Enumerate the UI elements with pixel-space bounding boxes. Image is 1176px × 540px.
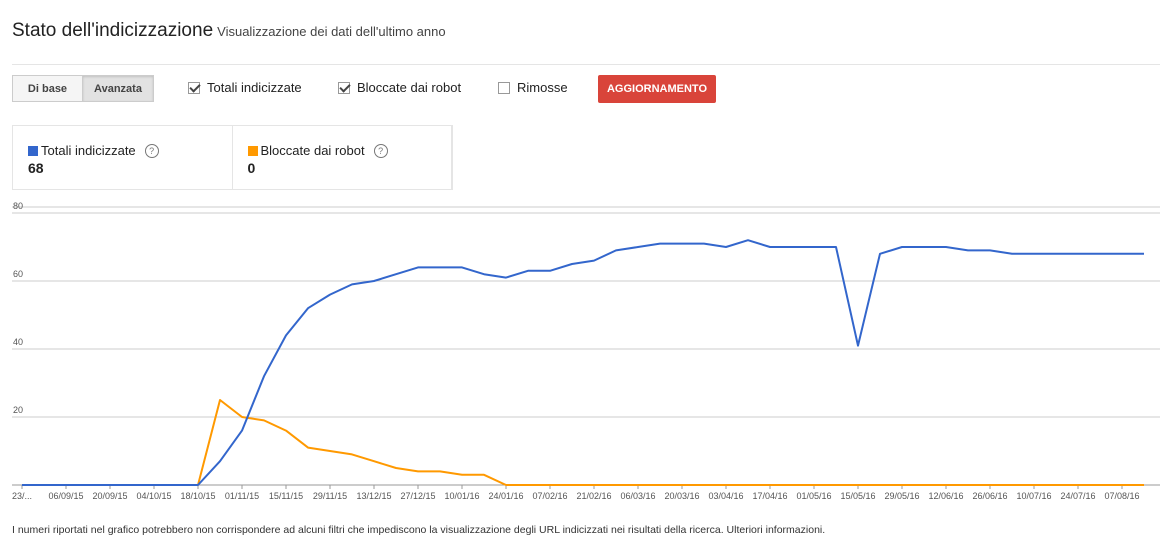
summary-cell: Bloccate dai robot? 0 — [233, 126, 452, 189]
series-line — [22, 399, 1144, 486]
summary-label-row: Bloccate dai robot? — [247, 143, 452, 158]
page-title: Stato dell'indicizzazione Visualizzazione… — [12, 20, 446, 42]
summary-value: 68 — [28, 160, 44, 176]
x-tick-label: 03/04/16 — [708, 491, 743, 501]
x-tick-label: 29/05/16 — [884, 491, 919, 501]
divider — [12, 64, 1160, 65]
subtitle: Visualizzazione dei dati dell'ultimo ann… — [217, 24, 446, 39]
x-tick-label: 07/08/16 — [1104, 491, 1139, 501]
x-tick-label: 07/02/16 — [532, 491, 567, 501]
x-tick-label: 24/01/16 — [488, 491, 523, 501]
x-tick-label: 10/01/16 — [444, 491, 479, 501]
x-tick-label: 27/12/15 — [400, 491, 435, 501]
checkbox-box — [498, 81, 510, 94]
checkbox-box — [338, 81, 350, 94]
checkbox-label: Totali indicizzate — [207, 80, 302, 95]
x-tick-label: 21/02/16 — [576, 491, 611, 501]
mode-button[interactable]: Di base — [12, 75, 83, 102]
y-tick-label: 60 — [13, 269, 23, 279]
summary-label: Totali indicizzate — [41, 143, 136, 158]
help-icon[interactable]: ? — [373, 143, 388, 158]
series-line — [22, 239, 1144, 486]
x-tick-label: 24/07/16 — [1060, 491, 1095, 501]
x-tick-label: 20/03/16 — [664, 491, 699, 501]
y-tick-label: 20 — [13, 405, 23, 415]
x-tick-label: 26/06/16 — [972, 491, 1007, 501]
summary-value: 0 — [247, 160, 256, 176]
checkbox[interactable]: Bloccate dai robot — [338, 80, 461, 95]
x-tick-label: 06/03/16 — [620, 491, 655, 501]
x-tick-label: 23/... — [12, 491, 32, 501]
x-tick-label: 01/11/15 — [225, 491, 259, 501]
x-tick-label: 06/09/15 — [48, 491, 83, 501]
chart: 20 40 60 80 23/... 06/09/15 20/09/15 04/10/15 18… — [12, 201, 1160, 501]
legend-swatch — [28, 145, 38, 156]
summary-label-row: Totali indicizzate? — [28, 143, 232, 158]
title: Stato dell'indicizzazione — [12, 20, 214, 41]
x-tick-label: 10/07/16 — [1016, 491, 1051, 501]
checkbox[interactable]: Totali indicizzate — [188, 80, 302, 95]
y-tick-label: 40 — [13, 337, 23, 347]
x-tick-label: 15/11/15 — [269, 491, 303, 501]
checkbox-box — [188, 81, 200, 94]
summary-label: Bloccate dai robot — [260, 143, 365, 158]
mode-button[interactable]: Avanzata — [82, 75, 154, 102]
summary: Totali indicizzate? 68 Bloccate dai robot?… — [12, 125, 453, 190]
x-tick-label: 15/05/16 — [840, 491, 875, 501]
checkbox-label: Rimosse — [517, 80, 568, 95]
checkbox-label: Bloccate dai robot — [357, 80, 462, 95]
footer-note: I numeri riportati nel grafico potrebber… — [12, 524, 826, 536]
x-tick-label: 04/10/15 — [136, 491, 171, 501]
x-tick-label: 29/11/15 — [313, 491, 347, 501]
checkbox[interactable]: Rimosse — [498, 80, 568, 95]
update-button[interactable]: AGGIORNAMENTO — [598, 75, 716, 103]
x-tick-label: 17/04/16 — [752, 491, 787, 501]
summary-cell: Totali indicizzate? 68 — [13, 126, 233, 189]
y-tick-label: 80 — [13, 201, 23, 211]
legend-swatch — [247, 145, 258, 156]
x-tick-label: 12/06/16 — [928, 491, 963, 501]
x-tick-label: 01/05/16 — [796, 491, 831, 501]
help-icon[interactable]: ? — [144, 143, 159, 158]
x-tick-label: 20/09/15 — [92, 491, 127, 501]
x-tick-label: 18/10/15 — [180, 491, 215, 501]
x-tick-label: 13/12/15 — [356, 491, 391, 501]
